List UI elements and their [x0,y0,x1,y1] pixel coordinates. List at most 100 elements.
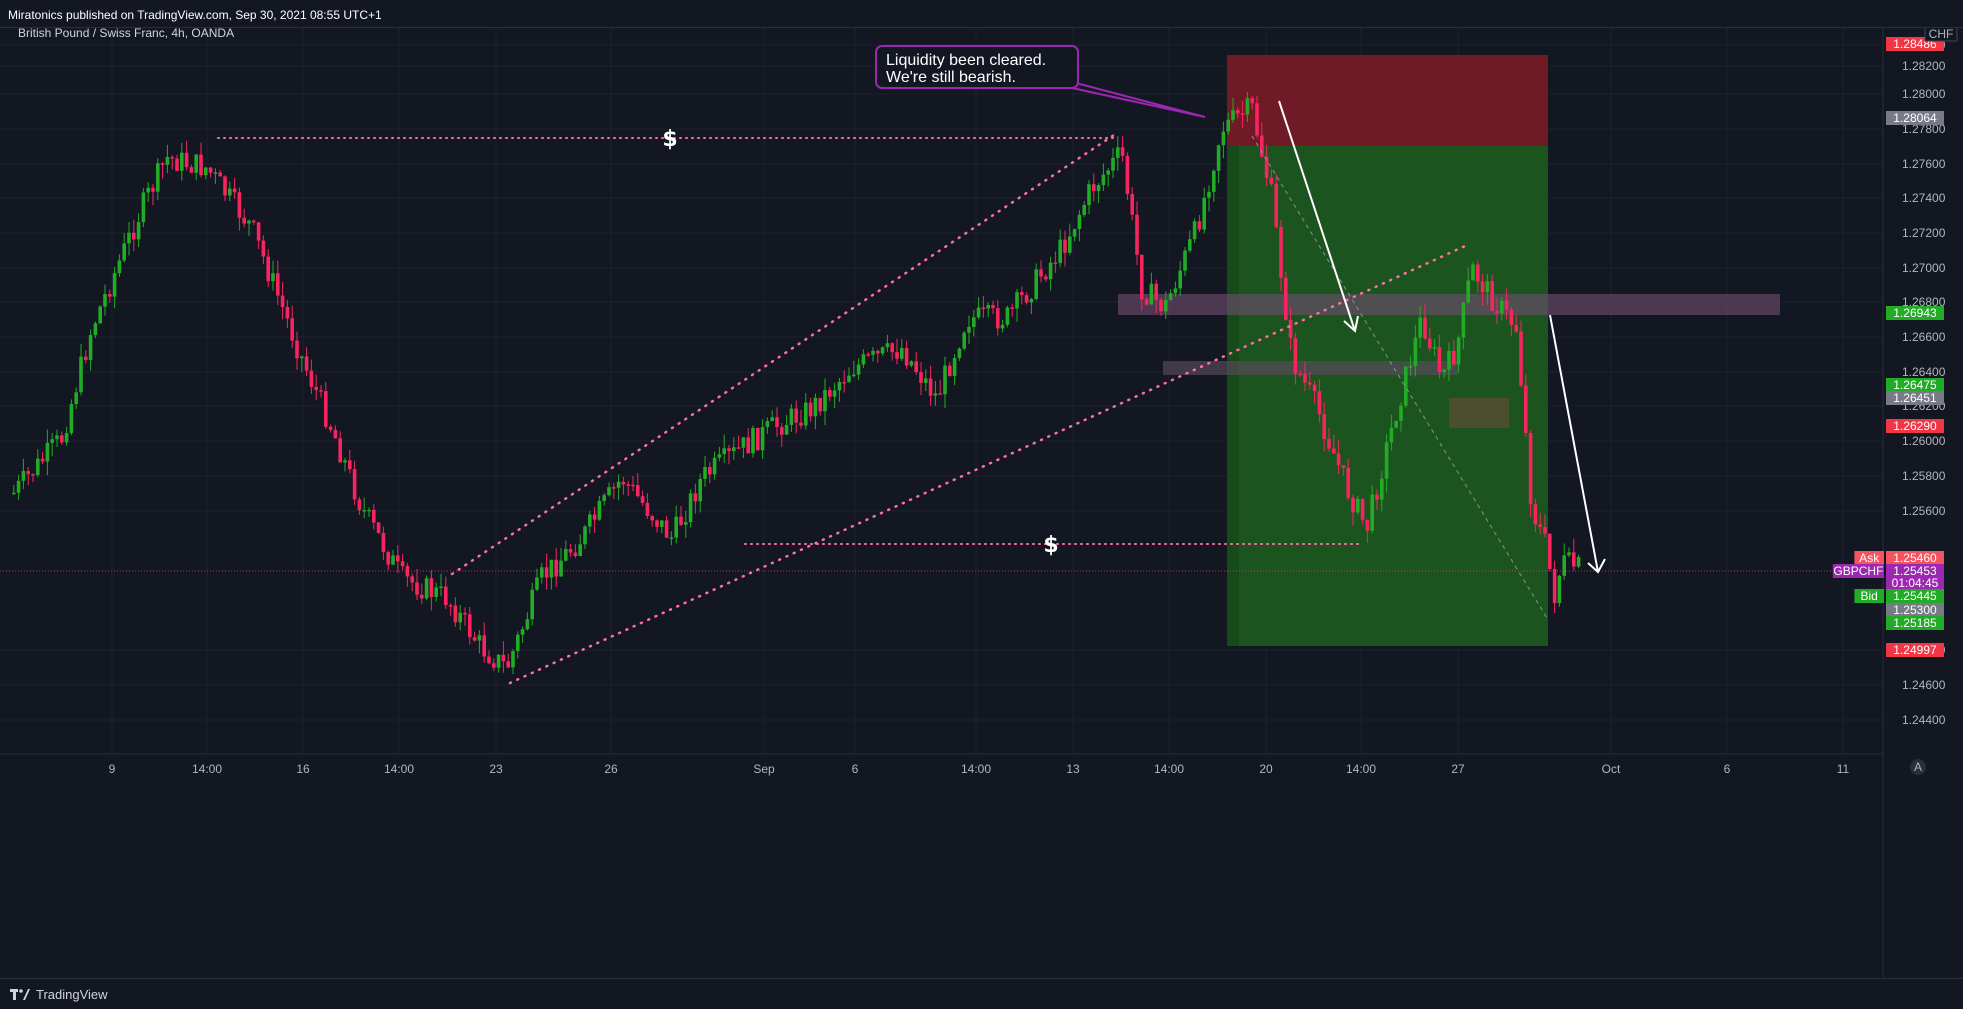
footer-bar: TradingView [0,978,1963,1009]
candle-body [976,307,981,318]
candle-body [583,526,587,545]
symbol-legend[interactable]: British Pound / Swiss Franc, 4h, OANDA [18,28,234,40]
candle-body [376,522,381,533]
candle-body [573,552,578,557]
candle-body [1327,439,1331,449]
candle-body [1039,269,1043,277]
candle-body [732,447,736,452]
channel-lower-line[interactable] [508,244,1467,685]
candle-body [276,273,280,296]
candle-body [1264,156,1269,178]
price-tick-label: 1.27000 [1902,261,1946,275]
candle-body [1543,526,1547,534]
resistance-zone[interactable] [1118,294,1780,315]
candle-body [1111,157,1115,171]
candle-body [184,152,189,168]
candle-body [823,389,827,412]
publisher-text: Miratonics published on TradingView.com,… [8,8,382,22]
candle-body [1370,494,1374,531]
tradingview-logo[interactable]: TradingView [10,987,108,1002]
candle-body [463,612,467,615]
candle-body [194,154,198,173]
candle-body [256,222,261,241]
price-tag [1886,378,1944,392]
candle-body [708,467,712,475]
candle-body [415,582,419,595]
auto-scale-button[interactable] [1910,759,1926,775]
candle-body [1005,307,1010,325]
candle-body [669,537,674,539]
candle-body [1072,229,1077,237]
candle-body [1504,300,1509,310]
candle-body [290,318,294,341]
price-tag-value: 1.28064 [1893,111,1937,125]
candle-body [1413,337,1418,367]
channel-upper-line[interactable] [450,131,1119,576]
candle-body [343,460,347,463]
time-tick-label: 26 [604,762,618,776]
candle-body [751,428,755,454]
candle-body [1288,319,1293,339]
candle-body [136,222,141,240]
price-tag-value: 1.24997 [1893,643,1937,657]
price-tag [1886,589,1944,603]
candle-body [170,157,174,159]
candle-body [1154,283,1158,300]
candle-body [160,163,165,165]
time-tick-label: Sep [753,762,775,776]
candle-body [204,167,208,176]
candle-body [1236,110,1240,114]
support-zone[interactable] [1163,361,1458,375]
candle-body [789,408,794,425]
bearish-arrow-1[interactable] [1278,100,1359,333]
candle-body [108,294,112,297]
candle-body [549,559,554,578]
candle-body [631,484,635,487]
candlestick-series[interactable] [12,92,1581,675]
candle-body [1212,170,1216,192]
candle-body [26,471,30,475]
candle-body [492,663,496,668]
candle-body [319,390,323,392]
candle-body [1149,283,1154,305]
candle-body [909,361,914,366]
bearish-arrow-2[interactable] [1549,314,1606,574]
price-tag [1886,576,1944,590]
price-tick-label: 1.27200 [1902,226,1946,240]
candle-body [333,429,338,439]
candle-body [45,442,50,462]
candle-body [64,433,69,443]
candle-body [741,437,746,448]
candle-body [1500,300,1504,314]
candle-body [1255,103,1259,136]
stop-loss-zone[interactable] [1227,55,1548,146]
candle-body [117,260,122,274]
candle-body [1360,498,1365,520]
candle-body [285,306,290,319]
grid [0,28,1883,754]
candle-body [1284,277,1288,320]
price-tag-value: 01:04:45 [1892,576,1939,590]
price-tag [1886,111,1944,125]
candle-body [780,427,784,435]
candle-body [98,306,102,324]
candle-body [1044,276,1048,280]
candle-body [1514,324,1518,332]
candle-body [1269,177,1274,184]
candle-body [84,356,88,360]
time-axis[interactable]: 9 14:00 16 14:00 23 26 Sep 6 14:00 13 14:00 20 14:00… [109,762,1850,776]
candle-body [304,356,309,371]
price-tag-label: Ask [1859,551,1880,565]
price-chart[interactable]: $ $ Liquidity been cleared. We're still … [0,28,1963,978]
candle-body [904,348,909,366]
candle-body [568,549,573,553]
candle-body [756,428,760,451]
candle-body [612,487,616,489]
candle-body [1490,281,1494,311]
candle-body [616,481,621,488]
candle-body [1106,170,1110,175]
annotation-callout[interactable]: Liquidity been cleared. We're still bear… [875,45,1206,118]
candle-body [141,192,146,223]
candle-body [928,378,933,396]
candle-body [1183,250,1187,271]
